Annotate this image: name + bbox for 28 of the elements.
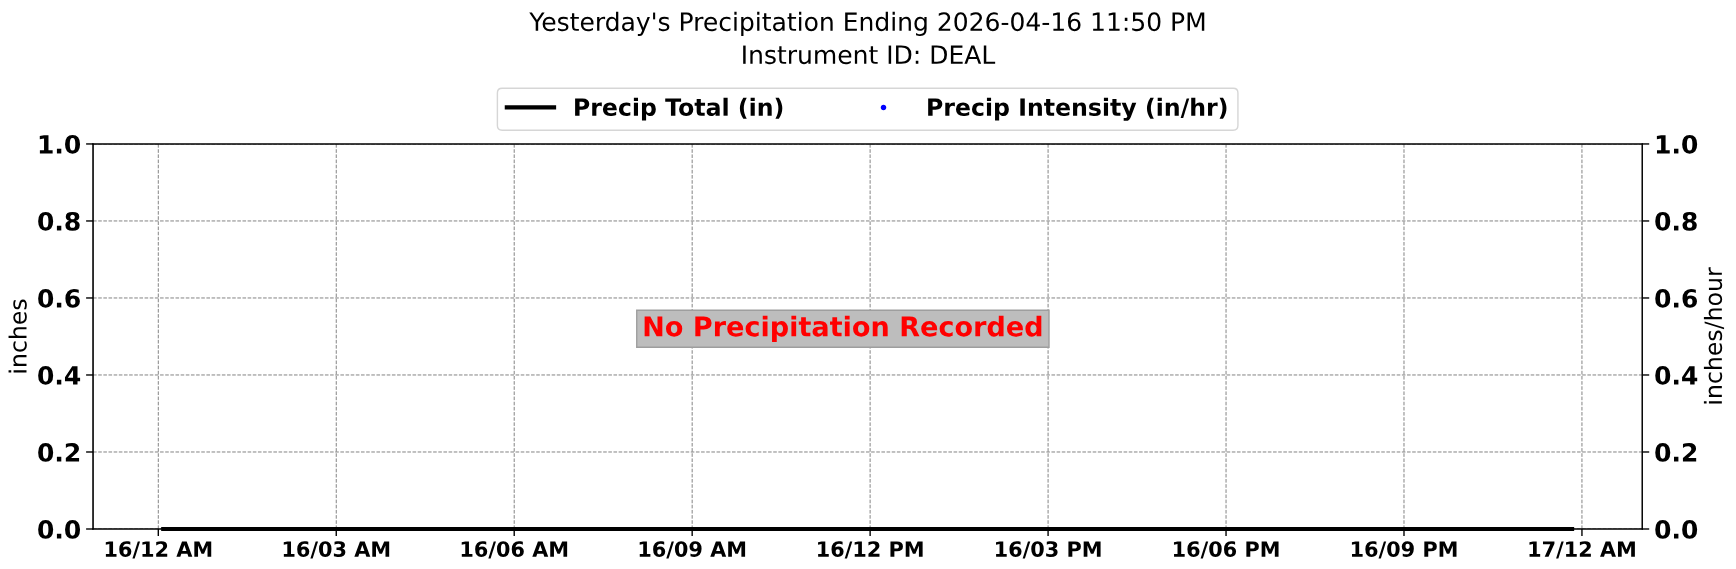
chart-title: Yesterday's Precipitation Ending 2026-04-16 11:50 PM <box>529 11 1205 36</box>
y-tick-label: 0.4 <box>38 365 81 385</box>
annotation: No Precipitation Recorded <box>644 315 1042 342</box>
legend-label: Precip Intensity (in/hr) <box>928 97 1227 121</box>
x-tick-label: 16/03 AM <box>283 541 390 559</box>
y-axis-title: inches <box>8 299 27 373</box>
y2-tick-label: 1.0 <box>1656 134 1698 154</box>
x-tick-label: 16/09 PM <box>1351 541 1457 559</box>
legend-label: Precip Total (in) <box>575 97 783 121</box>
y-tick-label: 0.6 <box>38 288 80 308</box>
x-tick-label: 16/09 AM <box>639 541 746 559</box>
y-tick-label: 0.2 <box>38 442 80 462</box>
y2-tick-label: 0.2 <box>1655 442 1697 462</box>
y2-axis-title: inches/hour <box>1703 267 1725 404</box>
y2-tick-label: 0.6 <box>1655 288 1697 308</box>
y2-tick-label: 0.0 <box>1655 519 1698 539</box>
chart-subtitle: Instrument ID: DEAL <box>743 45 996 65</box>
x-tick-label: 16/12 AM <box>105 541 212 559</box>
x-tick-label: 16/12 PM <box>818 541 923 559</box>
y2-tick-label: 0.4 <box>1655 365 1698 385</box>
y-tick-label: 0.0 <box>38 519 81 539</box>
x-tick-label: 16/06 PM <box>1173 541 1279 559</box>
x-tick-label: 17/12 AM <box>1529 541 1635 559</box>
x-tick-label: 16/06 AM <box>461 541 568 559</box>
x-tick-label: 16/03 PM <box>996 541 1101 559</box>
y2-tick-label: 0.8 <box>1655 211 1697 231</box>
y-tick-label: 0.8 <box>38 211 80 231</box>
y-tick-label: 1.0 <box>39 134 81 154</box>
